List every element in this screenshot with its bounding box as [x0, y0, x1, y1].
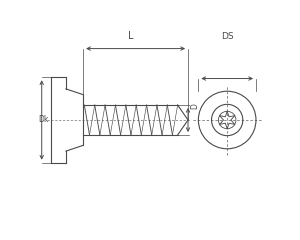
Text: DS: DS	[221, 31, 233, 41]
Text: D: D	[190, 103, 200, 109]
Text: L: L	[128, 30, 133, 41]
Text: Dk: Dk	[38, 115, 49, 125]
